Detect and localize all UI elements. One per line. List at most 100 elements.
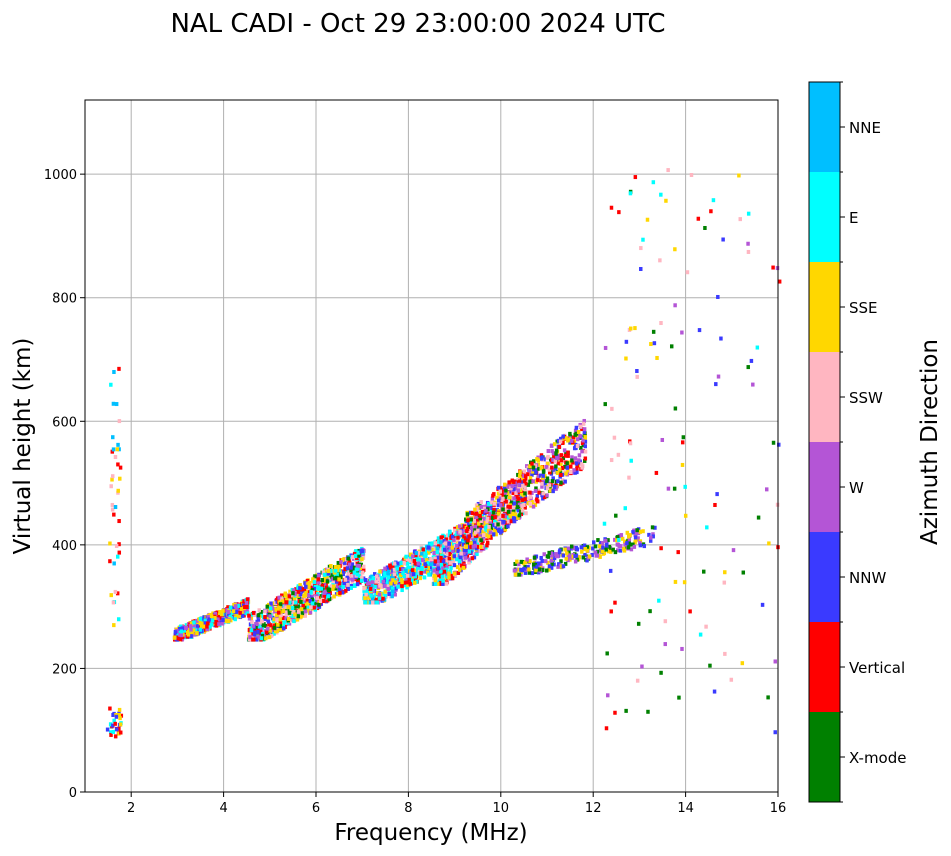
echo-point	[340, 590, 345, 595]
echo-point	[528, 559, 532, 564]
echo-point	[571, 435, 576, 440]
echo-point	[413, 580, 417, 585]
echo-point	[503, 490, 508, 495]
x-axis-ticks: 2 4 6 8 10 12 14 16	[127, 792, 786, 816]
echo-point	[234, 609, 238, 614]
echo-point	[355, 582, 360, 587]
echo-point	[552, 562, 556, 567]
x-tick-label: 10	[493, 801, 510, 816]
echo-point	[297, 601, 301, 606]
echo-point	[312, 605, 317, 610]
echo-point	[353, 583, 357, 588]
echo-point	[287, 621, 292, 626]
echo-point	[301, 589, 306, 594]
echo-point	[344, 588, 348, 593]
echo-point	[604, 547, 608, 552]
echo-point	[406, 566, 410, 571]
echo-point	[444, 543, 449, 548]
echo-point	[539, 562, 543, 567]
echo-point	[302, 594, 306, 599]
echo-point	[673, 303, 677, 308]
echo-point	[512, 501, 517, 506]
echo-point	[319, 586, 324, 591]
echo-point	[680, 646, 684, 651]
echo-point	[719, 336, 723, 341]
echo-point	[568, 431, 572, 436]
echo-point	[517, 562, 521, 567]
echo-point	[551, 457, 555, 462]
echo-point	[527, 570, 532, 575]
echo-point	[435, 570, 439, 575]
echo-point	[110, 477, 114, 482]
echo-point	[114, 402, 119, 407]
echo-point	[473, 528, 477, 533]
echo-point	[502, 523, 506, 528]
echo-point	[466, 538, 470, 543]
echo-point	[272, 617, 276, 622]
echo-point	[412, 558, 417, 563]
echo-point	[259, 627, 263, 632]
echo-point	[306, 604, 311, 609]
echo-point	[510, 478, 515, 483]
echo-point	[300, 611, 305, 616]
echo-point	[322, 594, 327, 599]
echo-point	[296, 589, 301, 594]
echo-point	[414, 566, 418, 571]
echo-point	[284, 600, 289, 605]
echo-point	[432, 573, 436, 578]
echo-point	[476, 501, 481, 506]
echo-point	[495, 495, 499, 500]
echo-point	[396, 570, 400, 575]
echo-point	[426, 561, 430, 566]
echo-point	[528, 494, 533, 499]
echo-point	[233, 604, 238, 609]
echo-point	[363, 596, 367, 601]
echo-point	[256, 637, 261, 642]
echo-point	[243, 605, 247, 610]
echo-point	[302, 586, 307, 591]
echo-point	[352, 570, 357, 575]
echo-point	[552, 442, 557, 447]
echo-point	[536, 462, 541, 467]
echo-point	[522, 474, 526, 479]
echo-point	[266, 619, 271, 624]
echo-point	[569, 544, 574, 549]
echo-point	[346, 582, 350, 587]
echo-point	[524, 474, 528, 479]
echo-point	[500, 529, 504, 534]
echo-point	[435, 573, 440, 578]
echo-point	[306, 608, 310, 613]
echo-point	[221, 618, 225, 623]
echo-point	[723, 651, 727, 656]
echo-point	[635, 528, 639, 533]
echo-point	[583, 435, 588, 440]
echo-point	[290, 606, 295, 611]
echo-point	[509, 519, 514, 524]
echo-point	[360, 570, 365, 575]
echo-point	[268, 606, 273, 611]
echo-point	[528, 479, 532, 484]
echo-point	[469, 541, 473, 546]
echo-point	[746, 249, 751, 254]
echo-point	[241, 613, 245, 618]
echo-point	[564, 556, 568, 561]
x-tick-label: 6	[312, 801, 320, 816]
echo-point	[577, 453, 582, 458]
echo-point	[647, 532, 651, 537]
echo-point	[673, 579, 678, 584]
echo-point	[561, 434, 565, 439]
echo-point	[309, 585, 313, 590]
echo-point	[342, 580, 346, 585]
echo-point	[301, 603, 305, 608]
echo-point	[428, 542, 432, 547]
echo-point	[407, 577, 411, 582]
echo-point	[415, 579, 419, 584]
echo-point	[405, 561, 410, 566]
echo-point	[557, 550, 562, 555]
echo-point	[338, 590, 342, 595]
echo-point	[275, 618, 279, 623]
echo-point	[575, 444, 580, 449]
colorbar-label-vertical: Vertical	[849, 659, 905, 677]
echo-point	[347, 562, 352, 567]
echo-point	[184, 623, 189, 628]
